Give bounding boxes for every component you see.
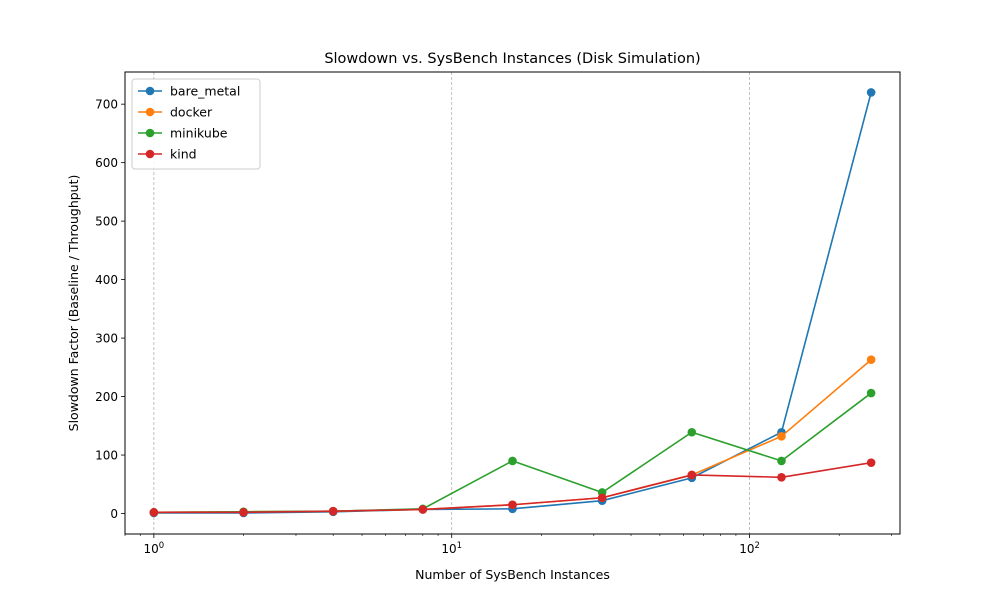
data-point [866, 355, 876, 365]
chart-title: Slowdown vs. SysBench Instances (Disk Si… [324, 51, 700, 67]
legend-marker [145, 107, 155, 117]
legend-item: docker [138, 105, 213, 120]
series-minikube [149, 388, 876, 517]
axis-ticks: 100 101 102 0 100 200 300 400 500 600 700 [95, 98, 892, 556]
legend-item: kind [138, 147, 197, 162]
data-point [866, 88, 876, 97]
data-point [687, 470, 697, 480]
data-point [777, 432, 786, 441]
y-tick-label: 400 [95, 273, 118, 287]
series-line [153, 359, 872, 514]
data-point [418, 505, 428, 514]
y-tick-label: 200 [95, 390, 118, 404]
data-point [328, 506, 338, 516]
series-kind [149, 458, 876, 517]
data-point [777, 456, 786, 466]
data-point [149, 508, 159, 517]
legend-marker [145, 128, 155, 138]
legend-label: docker [170, 105, 213, 120]
plot-area-frame [124, 71, 901, 535]
legend-label: minikube [170, 126, 228, 141]
y-tick-label: 600 [95, 156, 118, 170]
y-tick-label: 0 [110, 507, 118, 521]
y-tick-label: 300 [95, 332, 118, 346]
y-tick-label: 500 [95, 215, 118, 229]
legend-item: minikube [138, 126, 228, 141]
data-point [508, 500, 517, 510]
legend-label: bare_metal [170, 84, 240, 99]
data-point [866, 458, 876, 467]
x-tick-label: 101 [441, 541, 462, 556]
legend-box [131, 78, 261, 170]
legend-label: kind [170, 147, 197, 162]
data-point [508, 456, 517, 466]
data-point [239, 508, 248, 517]
data-point [687, 427, 697, 437]
data-point [597, 493, 607, 503]
x-axis-label: Number of SysBench Instances [415, 567, 610, 582]
legend-marker [145, 149, 155, 159]
legend-item: bare_metal [138, 84, 240, 99]
x-tick-label: 102 [739, 541, 760, 556]
data-point [777, 472, 786, 482]
y-axis-label: Slowdown Factor (Baseline / Throughput) [66, 175, 81, 432]
series-line [153, 392, 872, 514]
y-tick-label: 100 [95, 449, 118, 463]
series-line [153, 92, 872, 514]
x-tick-label: 100 [144, 541, 165, 556]
series-layer [149, 88, 876, 518]
legend-marker [145, 86, 155, 96]
series-docker [149, 355, 876, 517]
y-tick-label: 700 [95, 98, 118, 112]
data-point [866, 388, 876, 398]
